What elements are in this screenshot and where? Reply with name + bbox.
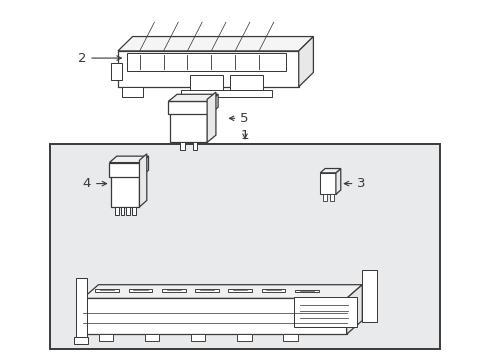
Bar	[320, 173, 336, 194]
Polygon shape	[118, 37, 314, 51]
Polygon shape	[320, 168, 341, 173]
Polygon shape	[83, 285, 362, 298]
Bar	[330, 194, 334, 201]
Bar	[122, 87, 143, 97]
Bar	[109, 163, 141, 177]
Bar	[96, 289, 119, 292]
Bar	[132, 207, 136, 215]
Bar	[193, 142, 197, 150]
Bar	[83, 298, 346, 334]
Bar	[230, 75, 263, 91]
Bar	[145, 334, 159, 341]
Bar	[295, 289, 319, 292]
Polygon shape	[346, 285, 362, 334]
Bar	[262, 289, 285, 292]
Text: 3: 3	[344, 177, 366, 190]
Bar	[162, 289, 186, 292]
Polygon shape	[207, 92, 216, 142]
Bar	[127, 53, 286, 71]
Bar	[98, 334, 113, 341]
Bar	[49, 144, 441, 348]
Text: 4: 4	[83, 177, 107, 190]
Polygon shape	[209, 94, 218, 114]
Bar	[118, 51, 299, 87]
Bar	[228, 289, 252, 292]
Text: 1: 1	[241, 129, 249, 142]
Bar	[168, 102, 209, 114]
Bar	[74, 337, 88, 343]
Polygon shape	[299, 37, 314, 87]
Bar	[111, 160, 140, 207]
Polygon shape	[141, 156, 148, 177]
Polygon shape	[168, 94, 218, 102]
Bar	[126, 207, 130, 215]
Bar	[171, 99, 207, 142]
Bar	[237, 334, 252, 341]
Bar	[191, 334, 205, 341]
Bar	[76, 278, 87, 337]
Bar	[121, 207, 124, 215]
Bar	[190, 75, 223, 91]
Bar	[283, 334, 298, 341]
Bar	[181, 90, 271, 97]
Bar	[111, 63, 122, 80]
Bar	[180, 142, 185, 150]
Text: 5: 5	[229, 112, 248, 125]
Bar	[294, 297, 357, 327]
Polygon shape	[336, 168, 341, 194]
Bar	[195, 289, 219, 292]
Polygon shape	[140, 154, 147, 207]
Bar	[129, 289, 152, 292]
Bar	[362, 270, 377, 322]
Bar	[115, 207, 119, 215]
Text: 2: 2	[78, 51, 121, 64]
Polygon shape	[109, 156, 148, 163]
Bar	[323, 194, 326, 201]
